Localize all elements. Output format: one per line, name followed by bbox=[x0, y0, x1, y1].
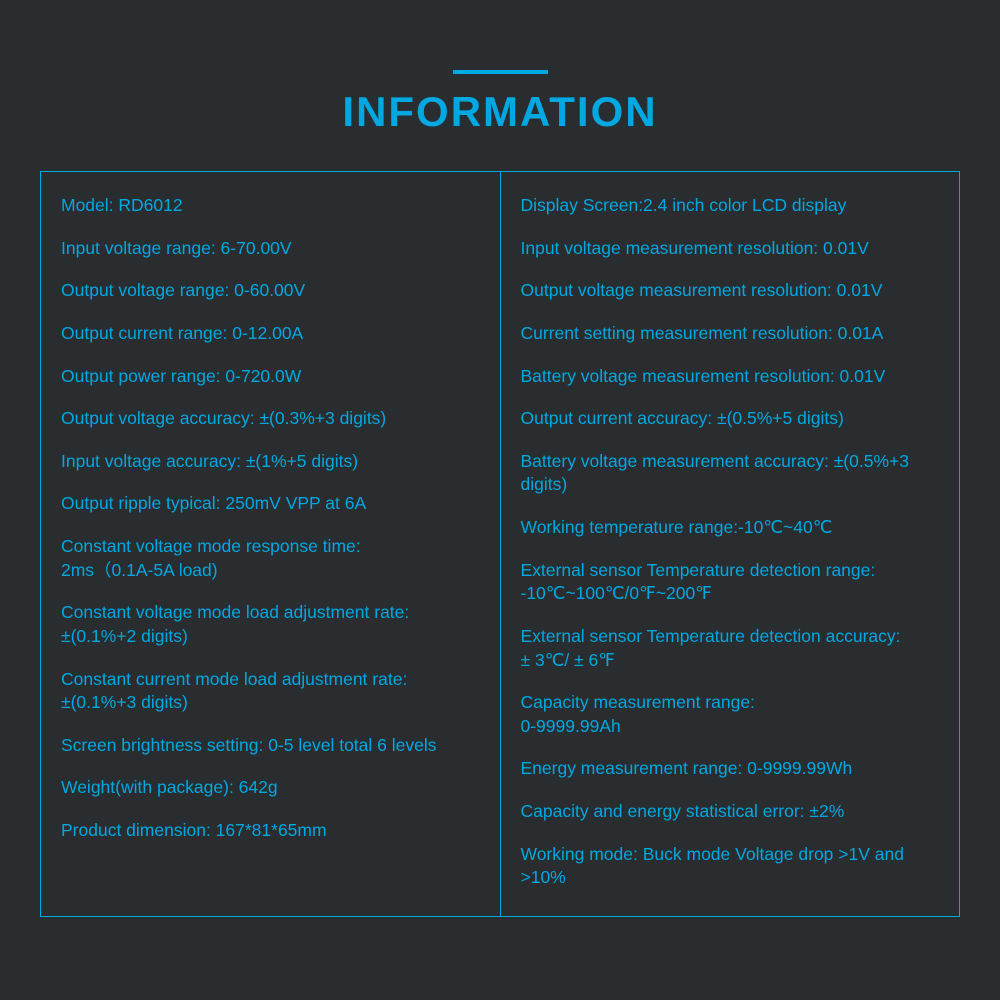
spec-row: Current setting measurement resolution: … bbox=[521, 322, 942, 346]
spec-row: Screen brightness setting: 0-5 level tot… bbox=[61, 734, 482, 758]
spec-row: Battery voltage measurement accuracy: ±(… bbox=[521, 450, 942, 497]
spec-row: Constant voltage mode response time:2ms（… bbox=[61, 535, 482, 582]
spec-row: Capacity and energy statistical error: ±… bbox=[521, 800, 942, 824]
title-accent-bar bbox=[453, 70, 548, 74]
spec-row: Weight(with package): 642g bbox=[61, 776, 482, 800]
spec-column-right: Display Screen:2.4 inch color LCD displa… bbox=[501, 172, 960, 916]
spec-row: Working mode: Buck mode Voltage drop >1V… bbox=[521, 843, 942, 890]
spec-row: Output ripple typical: 250mV VPP at 6A bbox=[61, 492, 482, 516]
spec-row: Battery voltage measurement resolution: … bbox=[521, 365, 942, 389]
spec-row: Output voltage range: 0-60.00V bbox=[61, 279, 482, 303]
spec-row: Output voltage accuracy: ±(0.3%+3 digits… bbox=[61, 407, 482, 431]
spec-row: Constant current mode load adjustment ra… bbox=[61, 668, 482, 715]
spec-row: Input voltage measurement resolution: 0.… bbox=[521, 237, 942, 261]
spec-row: Output current accuracy: ±(0.5%+5 digits… bbox=[521, 407, 942, 431]
spec-row: Output power range: 0-720.0W bbox=[61, 365, 482, 389]
spec-row: External sensor Temperature detection ac… bbox=[521, 625, 942, 672]
spec-row: Capacity measurement range:0-9999.99Ah bbox=[521, 691, 942, 738]
page-title: INFORMATION bbox=[342, 88, 657, 136]
spec-row: Input voltage range: 6-70.00V bbox=[61, 237, 482, 261]
spec-column-left: Model: RD6012 Input voltage range: 6-70.0… bbox=[41, 172, 501, 916]
spec-row: Output voltage measurement resolution: 0… bbox=[521, 279, 942, 303]
spec-row: Energy measurement range: 0-9999.99Wh bbox=[521, 757, 942, 781]
page-container: INFORMATION Model: RD6012 Input voltage r… bbox=[0, 0, 1000, 1000]
spec-row: Display Screen:2.4 inch color LCD displa… bbox=[521, 194, 942, 218]
spec-row: Constant voltage mode load adjustment ra… bbox=[61, 601, 482, 648]
spec-row: External sensor Temperature detection ra… bbox=[521, 559, 942, 606]
spec-row: Output current range: 0-12.00A bbox=[61, 322, 482, 346]
title-section: INFORMATION bbox=[342, 70, 657, 136]
spec-table: Model: RD6012 Input voltage range: 6-70.0… bbox=[40, 171, 960, 917]
spec-row: Input voltage accuracy: ±(1%+5 digits) bbox=[61, 450, 482, 474]
spec-row: Working temperature range:-10℃~40℃ bbox=[521, 516, 942, 540]
spec-row: Product dimension: 167*81*65mm bbox=[61, 819, 482, 843]
spec-row: Model: RD6012 bbox=[61, 194, 482, 218]
